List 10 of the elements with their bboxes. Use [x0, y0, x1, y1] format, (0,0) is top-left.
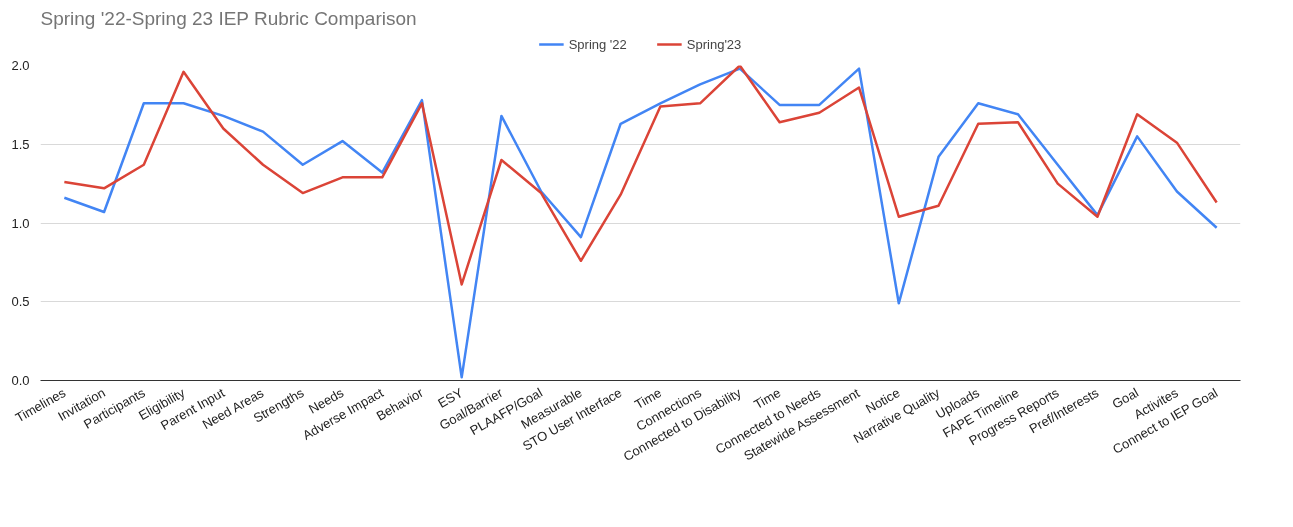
legend-label: Spring '22 [568, 36, 627, 52]
y-tick-label: 0.0 [11, 373, 30, 388]
y-tick-label: 1.5 [11, 136, 30, 152]
y-tick-label: 1.0 [11, 215, 30, 231]
y-tick-label: 2.0 [11, 58, 30, 73]
legend-label: Spring'23 [686, 36, 742, 52]
chart-title: Spring '22-Spring 23 IEP Rubric Comparison [40, 7, 417, 29]
y-tick-label: 0.5 [11, 294, 30, 310]
line-series [63, 65, 1218, 286]
line-series [63, 67, 1218, 379]
